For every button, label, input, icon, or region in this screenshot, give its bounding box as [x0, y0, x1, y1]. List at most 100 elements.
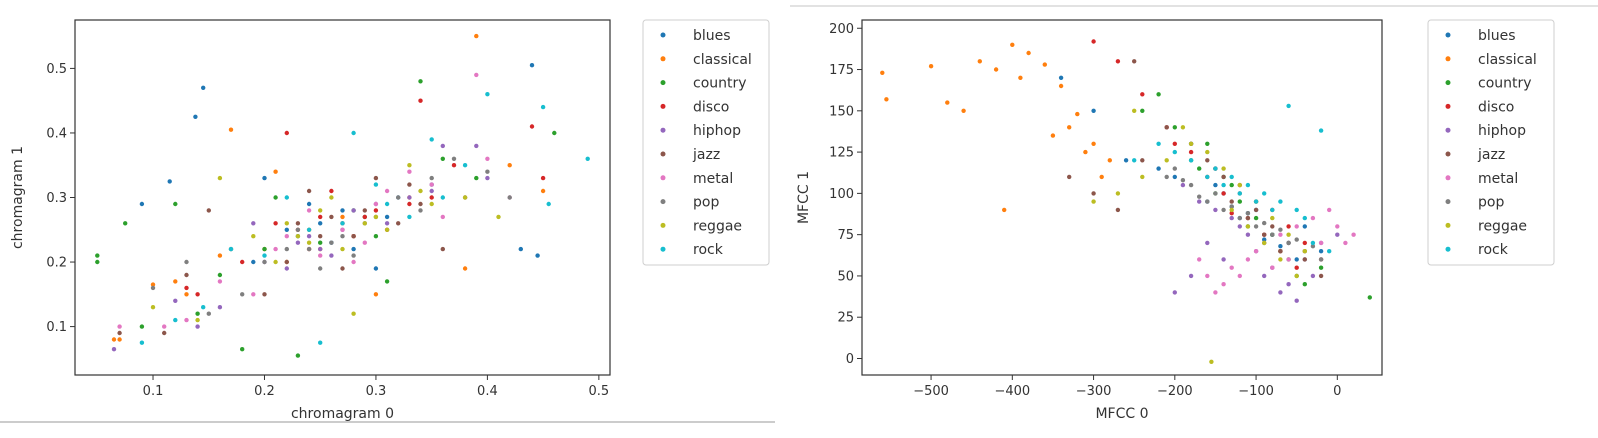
data-point [1156, 141, 1161, 146]
data-point [1026, 50, 1031, 56]
series-metal [1197, 207, 1356, 295]
data-point [167, 179, 172, 184]
legend-marker [660, 246, 666, 252]
data-point [540, 188, 546, 194]
data-point [529, 124, 535, 129]
series-country [1140, 92, 1373, 300]
data-point [95, 253, 100, 258]
data-point [340, 208, 345, 213]
data-point [340, 266, 345, 271]
data-point [217, 253, 223, 258]
data-point [1205, 199, 1210, 204]
data-point [1091, 39, 1096, 44]
data-point [373, 182, 379, 187]
data-point [284, 234, 289, 239]
data-point [440, 143, 445, 149]
data-point [429, 201, 434, 207]
data-point [1172, 141, 1178, 146]
data-point [1115, 191, 1121, 196]
data-point [1213, 207, 1218, 213]
data-point [1278, 249, 1283, 254]
data-point [1140, 158, 1145, 163]
data-point [1318, 265, 1324, 270]
data-point [1278, 232, 1283, 237]
data-point [1188, 149, 1194, 155]
data-point [462, 266, 468, 271]
data-point [318, 240, 323, 245]
data-point [251, 292, 256, 297]
legend-entry-country: country [1478, 76, 1532, 92]
data-point [262, 253, 267, 258]
legend-entry-reggae: reggae [1478, 218, 1527, 234]
data-point [1270, 207, 1275, 213]
data-point [373, 201, 379, 207]
x-tick-label: −500 [913, 384, 949, 399]
x-axis-title: chromagram 0 [291, 406, 394, 422]
data-point [373, 234, 379, 239]
data-point [1270, 265, 1275, 270]
data-point [184, 285, 189, 291]
legend-marker [1445, 80, 1451, 86]
data-point [384, 227, 390, 232]
data-point [1188, 141, 1194, 146]
data-point [1294, 273, 1299, 279]
data-point [251, 259, 256, 265]
data-point [362, 208, 367, 213]
series-reggae [1091, 108, 1308, 364]
data-point [139, 324, 145, 329]
data-point [1083, 149, 1088, 155]
data-point [295, 221, 301, 226]
data-point [228, 127, 234, 132]
legend-entry-disco: disco [693, 99, 729, 115]
data-point [1115, 59, 1121, 64]
data-point [1270, 215, 1275, 221]
data-point [240, 347, 245, 352]
legend: blues classical country disco hiphop jazz meta… [642, 19, 770, 266]
data-point [329, 253, 334, 258]
x-tick-label: 0 [1333, 384, 1341, 399]
data-point [362, 214, 367, 220]
data-point [251, 221, 256, 226]
data-point [418, 201, 423, 207]
data-point [1058, 83, 1064, 89]
data-point [150, 285, 156, 291]
data-point [1367, 295, 1373, 300]
data-point [1172, 290, 1178, 295]
data-point [295, 353, 301, 358]
x-tick-label: 0.5 [589, 384, 610, 399]
data-point [340, 234, 345, 239]
data-point [1237, 182, 1243, 188]
data-point [139, 201, 145, 207]
data-point [373, 175, 379, 181]
data-point [1262, 191, 1267, 196]
y-tick-label: 0.3 [46, 191, 67, 206]
data-point [1058, 75, 1064, 81]
data-point [184, 317, 189, 323]
data-point [1140, 174, 1145, 180]
legend-marker [1445, 246, 1451, 252]
data-point [1294, 298, 1299, 303]
data-point [1262, 232, 1267, 237]
data-point [451, 163, 457, 168]
legend-entry-blues: blues [1478, 28, 1516, 44]
x-axis-title: MFCC 0 [1095, 406, 1148, 422]
data-point [306, 234, 312, 239]
x-tick-label: −200 [1157, 384, 1193, 399]
data-point [1245, 182, 1251, 188]
data-point [1042, 62, 1048, 67]
legend-marker [1445, 151, 1451, 157]
data-point [1132, 158, 1137, 163]
data-point [206, 311, 211, 316]
data-point [273, 259, 278, 265]
data-point [1302, 249, 1308, 254]
y-tick-label: 100 [829, 187, 854, 202]
legend-box [642, 19, 770, 266]
data-point [462, 195, 468, 200]
data-point [440, 156, 445, 161]
data-point [318, 266, 323, 271]
data-point [123, 221, 128, 226]
data-point [111, 337, 117, 342]
data-point [1140, 92, 1145, 97]
legend-entry-reggae: reggae [693, 218, 742, 234]
